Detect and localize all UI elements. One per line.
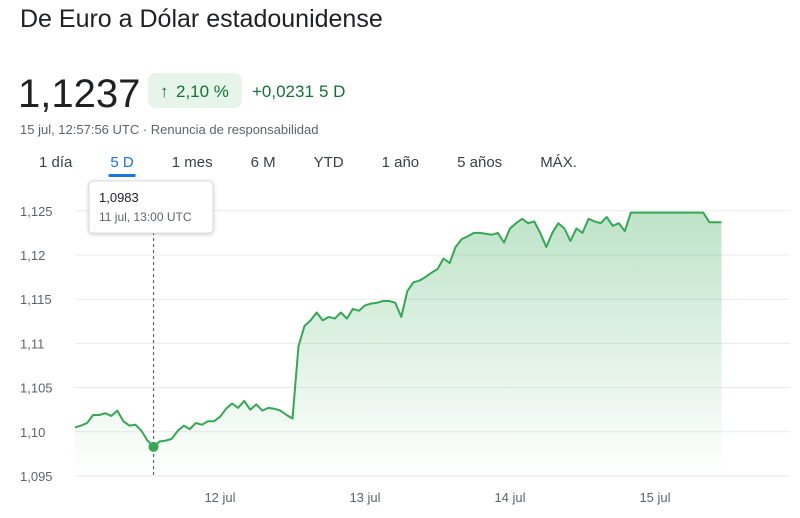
change-badge [148, 73, 242, 108]
tab[interactable]: MÁX. [540, 154, 577, 171]
tab[interactable]: 5 años [457, 154, 502, 171]
timestamp: 15 jul, 12:57:56 UTC [20, 122, 139, 137]
plot: 1,095 1,10 1,105 1,11 1,115 1,12 1,125 12 jul 13… [20, 180, 790, 505]
tab[interactable]: 6 M [251, 154, 276, 171]
tab-underline [108, 174, 136, 177]
x-tick-label: 14 jul [494, 490, 525, 505]
hover-point [148, 441, 159, 452]
separator: · [139, 122, 151, 137]
tab[interactable]: 5 D [110, 154, 134, 171]
price: 1,1237 [18, 72, 140, 116]
y-tick-label: 1,11 [20, 336, 44, 351]
meta-line: 15 jul, 12:57:56 UTC · Renuncia de respo… [20, 122, 318, 137]
change-value: +0,0231 [252, 82, 314, 101]
x-tick-label: 13 jul [349, 490, 380, 505]
y-tick-label: 1,125 [20, 204, 53, 219]
x-tick-label: 12 jul [204, 490, 235, 505]
tab[interactable]: 1 día [39, 154, 73, 171]
tooltip-value: 1,0983 [99, 190, 139, 205]
y-tick-label: 1,10 [20, 425, 45, 440]
change-percent: 2,10 % [176, 82, 229, 101]
arrow-icon: ↑ [160, 82, 169, 101]
y-tick-label: 1,095 [20, 469, 53, 484]
tooltip-box [88, 180, 214, 234]
period: 5 D [319, 82, 345, 101]
price-line [74, 211, 722, 448]
tabs: 1 día 5 D 1 mes 6 M YTD 1 año 5 años MÁX. [39, 154, 577, 177]
y-tick-label: 1,115 [20, 292, 52, 307]
tab[interactable]: 1 mes [172, 154, 213, 171]
area-fill [75, 212, 722, 476]
title: De Euro a Dólar estadounidense [20, 5, 383, 33]
tab[interactable]: 1 año [382, 154, 420, 171]
x-tick-label: 15 jul [639, 490, 670, 505]
y-tick-label: 1,105 [20, 381, 53, 396]
tab[interactable]: YTD [314, 154, 344, 171]
disclaimer[interactable]: Renuncia de responsabilidad [151, 122, 319, 137]
y-tick-label: 1,12 [20, 248, 45, 263]
tooltip-date: 11 jul, 13:00 UTC [99, 210, 192, 224]
change-line: +0,0231 5 D [252, 82, 345, 101]
